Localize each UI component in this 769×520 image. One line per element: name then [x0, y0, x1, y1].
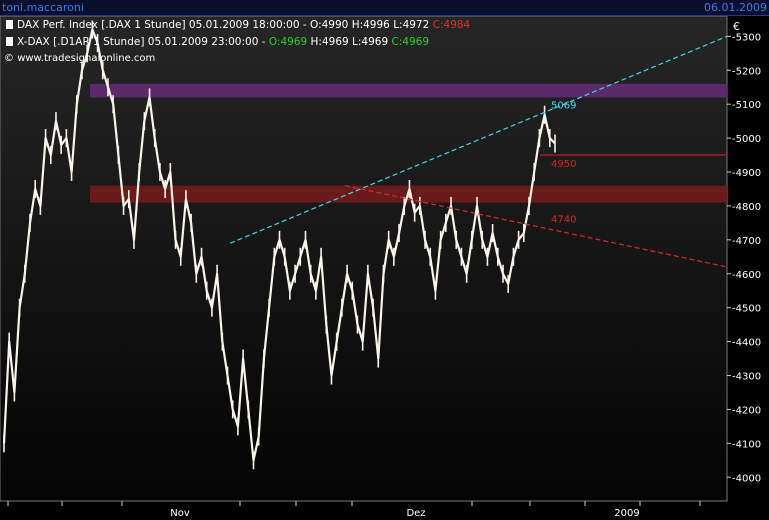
legend-dax-low: L:4972 — [393, 19, 430, 31]
y-tick-label: -4900 — [732, 168, 761, 179]
zone-0 — [90, 83, 727, 98]
y-tick-label: -4400 — [732, 338, 761, 349]
trendline-1 — [344, 184, 728, 268]
currency-symbol: € — [733, 20, 740, 33]
y-tick-label: -4100 — [732, 439, 761, 450]
legend-xdax: X-DAX [.D1AR 1 Stunde] 05.01.2009 23:00:… — [6, 36, 429, 48]
y-tick-label: -5000 — [732, 134, 761, 145]
legend-dax-prefix: DAX Perf. Index [.DAX 1 Stunde] 05.01.20… — [17, 19, 310, 31]
y-tick-label: -4500 — [732, 304, 761, 315]
watermark: © www.tradesignalonline.com — [4, 53, 156, 64]
current-date: 06.01.2009 — [704, 1, 767, 14]
watermark-text: www.tradesignalonline.com — [17, 53, 156, 64]
legend-swatch-dax — [6, 20, 13, 29]
annotation-label-5: 5069 — [551, 101, 576, 112]
legend-xdax-close: C:4969 — [391, 36, 430, 48]
y-tick-label: -4800 — [732, 202, 761, 213]
annotation-label-6: 4740 — [551, 214, 576, 225]
y-tick-label: -4600 — [732, 270, 761, 281]
legend-dax: DAX Perf. Index [.DAX 1 Stunde] 05.01.20… — [6, 19, 470, 31]
y-tick-label: -5100 — [732, 100, 761, 111]
trendline-0 — [229, 35, 728, 244]
legend-dax-close: C:4984 — [432, 19, 471, 31]
legend-xdax-prefix: X-DAX [.D1AR 1 Stunde] 05.01.2009 23:00:… — [17, 36, 269, 48]
legend-xdax-high: H:4969 — [310, 36, 349, 48]
legend-swatch-xdax — [6, 37, 13, 46]
legend-dax-high: H:4996 — [351, 19, 390, 31]
y-tick-label: -4200 — [732, 405, 761, 416]
y-tick-label: -5200 — [732, 66, 761, 77]
level-label: 4950 — [551, 159, 576, 170]
y-tick-label: -4000 — [732, 473, 761, 484]
x-tick-label: Nov — [170, 508, 190, 519]
legend-dax-open: O:4990 — [310, 19, 349, 31]
legend-xdax-open: O:4969 — [268, 36, 308, 48]
y-tick-label: -4300 — [732, 372, 761, 383]
y-tick-label: -4700 — [732, 236, 761, 247]
user-name: toni.maccaroni — [2, 1, 84, 14]
y-tick-label: -5300 — [732, 32, 761, 43]
x-tick-label: Dez — [406, 508, 425, 519]
legend-xdax-low: L:4969 — [352, 36, 389, 48]
x-tick-label: 2009 — [614, 508, 639, 519]
price-chart[interactable]: -4000 -4100 -4200 -4300 -4400 -4500 -4600 -4700… — [0, 16, 769, 520]
title-bar: toni.maccaroni 06.01.2009 — [0, 0, 769, 16]
